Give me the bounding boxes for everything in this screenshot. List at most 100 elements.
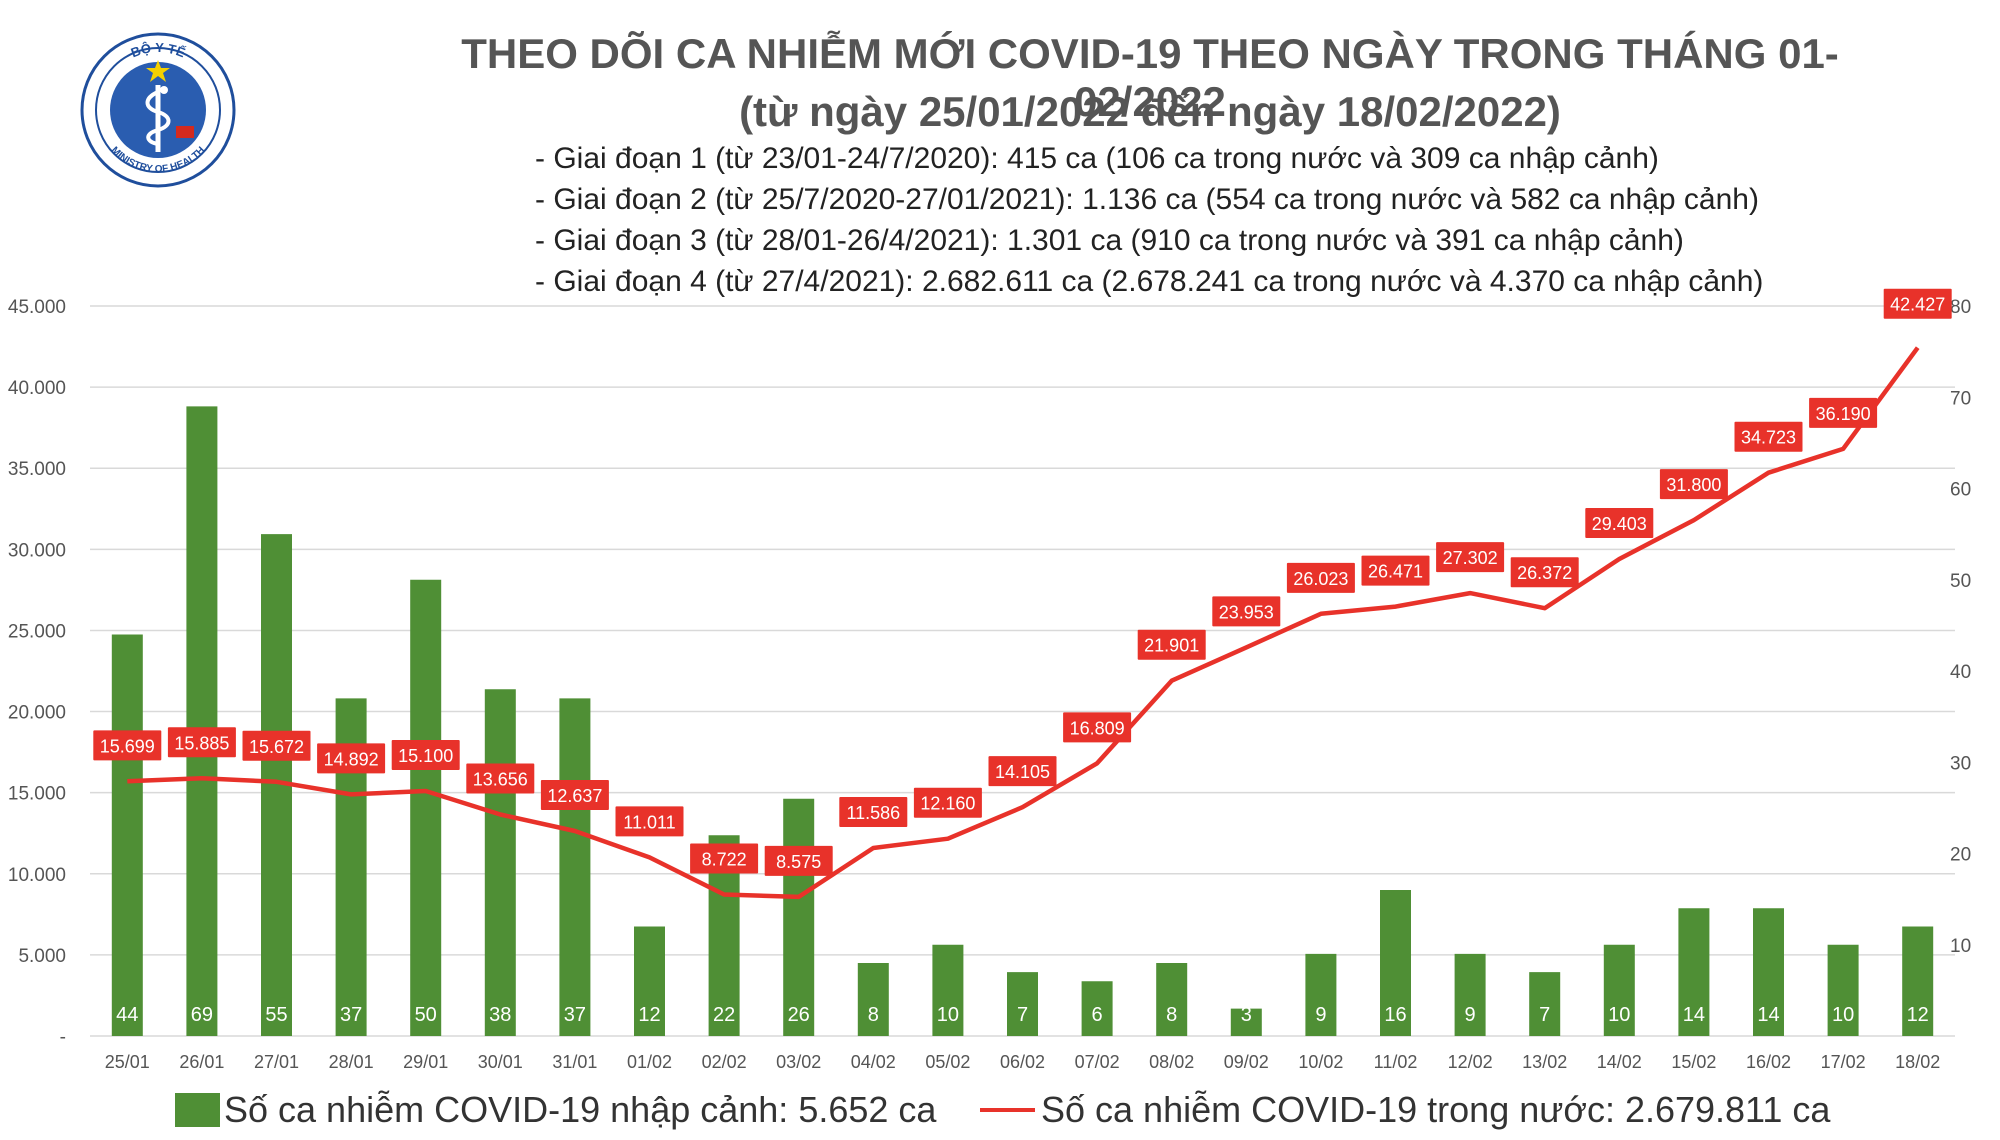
line-label-box [93, 730, 162, 761]
imported-bar [1902, 926, 1934, 1036]
bar-value-label: 26 [788, 1004, 810, 1026]
bar-value-label: 16 [1384, 1004, 1406, 1026]
x-axis-tick-label: 14/02 [1597, 1052, 1642, 1072]
right-axis-tick-label: 80 [1950, 297, 1971, 318]
right-axis-tick-label: 70 [1950, 388, 1971, 409]
x-axis-tick-label: 29/01 [403, 1052, 448, 1072]
left-axis-tick-label: 20.000 [8, 703, 66, 724]
line-label-box [839, 797, 908, 828]
imported-bar [783, 798, 815, 1036]
line-value-label: 11.011 [623, 812, 675, 832]
line-label-box [988, 756, 1057, 787]
bar-value-label: 55 [265, 1004, 287, 1026]
chart-subtitle: (từ ngày 25/01/2022 đến ngày 18/02/2022) [739, 88, 1561, 135]
right-axis-tick-label: 50 [1950, 571, 1971, 592]
line-value-label: 14.105 [995, 762, 1050, 782]
imported-bar [1230, 1008, 1262, 1036]
phase-4-text: - Giai đoạn 4 (từ 27/4/2021): 2.682.611 … [535, 265, 1764, 298]
bar-value-label: 10 [937, 1004, 959, 1026]
bar-value-label: 50 [415, 1004, 437, 1026]
imported-bar [1454, 953, 1486, 1036]
line-value-label: 26.471 [1368, 562, 1423, 582]
line-value-label: 12.160 [920, 794, 975, 814]
bar-value-label: 10 [1832, 1004, 1854, 1026]
x-axis-tick-label: 04/02 [851, 1052, 896, 1072]
bar-value-label: 14 [1683, 1004, 1705, 1026]
line-label-box [913, 787, 982, 818]
line-label-box [317, 743, 386, 774]
x-axis-tick-label: 02/02 [702, 1052, 747, 1072]
bar-value-label: 38 [489, 1004, 511, 1026]
star-icon [146, 60, 170, 82]
imported-bar [1081, 981, 1113, 1036]
imported-bar [1007, 972, 1038, 1036]
imported-bar [1380, 890, 1411, 1036]
line-value-label: 12.637 [547, 786, 602, 806]
right-axis-tick-label: 30 [1950, 753, 1971, 774]
line-label-box [242, 730, 311, 761]
bar-value-label: 14 [1757, 1004, 1779, 1026]
x-axis-tick-label: 09/02 [1224, 1052, 1269, 1072]
phase-1-text: - Giai đoạn 1 (từ 23/01-24/7/2020): 415 … [535, 142, 1659, 175]
line-value-label: 34.723 [1741, 428, 1796, 448]
phase-2-text: - Giai đoạn 2 (từ 25/7/2020-27/01/2021):… [535, 183, 1759, 216]
legend-bar-label: Số ca nhiễm COVID-19 nhập cảnh: 5.652 ca [224, 1089, 937, 1130]
legend-line-label: Số ca nhiễm COVID-19 trong nước: 2.679.8… [1041, 1089, 1831, 1130]
right-axis-tick-label: 60 [1950, 480, 1971, 501]
line-label-box [540, 779, 609, 810]
imported-bar [1156, 963, 1188, 1036]
line-value-label: 14.892 [324, 749, 379, 769]
imported-bar [1827, 944, 1859, 1036]
x-axis-tick-label: 12/02 [1448, 1052, 1493, 1072]
imported-bar [634, 926, 665, 1036]
left-axis-tick-label: 10.000 [8, 865, 66, 886]
legend-imported: Số ca nhiễm COVID-19 nhập cảnh: 5.652 ca [175, 1085, 936, 1135]
x-axis-tick-label: 11/02 [1374, 1052, 1418, 1072]
line-label-box [1137, 629, 1206, 660]
imported-bar [1603, 944, 1635, 1036]
line-value-label: 15.699 [100, 736, 155, 756]
x-axis-tick-label: 13/02 [1522, 1052, 1567, 1072]
line-value-label: 29.403 [1592, 514, 1647, 534]
line-value-label: 21.901 [1144, 636, 1199, 656]
bar-value-label: 44 [116, 1004, 138, 1026]
line-value-label: 8.575 [776, 852, 821, 872]
line-value-label: 31.800 [1666, 475, 1721, 495]
line-value-label: 26.372 [1517, 563, 1572, 583]
line-value-label: 11.586 [846, 803, 900, 823]
line-label-box [615, 806, 684, 837]
x-axis-tick-label: 18/02 [1895, 1052, 1940, 1072]
imported-bar [1529, 972, 1561, 1036]
line-label-box [1436, 542, 1505, 573]
line-label-box [1734, 421, 1803, 452]
line-value-label: 26.023 [1293, 569, 1348, 589]
imported-bar [932, 944, 964, 1036]
flag-icon [176, 126, 194, 138]
line-value-label: 42.427 [1890, 295, 1945, 315]
left-axis-tick-label: - [60, 1027, 66, 1048]
left-axis-tick-label: 45.000 [8, 297, 66, 318]
bar-value-label: 37 [564, 1004, 586, 1026]
logo-top-text: BỘ Y TẾ [129, 40, 188, 60]
right-axis-tick-label: 20 [1950, 845, 1971, 866]
x-axis-tick-label: 30/01 [478, 1052, 523, 1072]
imported-bar [111, 634, 143, 1036]
x-axis-tick-label: 06/02 [1000, 1052, 1045, 1072]
left-axis-tick-label: 5.000 [18, 946, 66, 967]
x-axis-tick-label: 26/01 [179, 1052, 224, 1072]
caduceus-icon [145, 85, 171, 152]
bar-value-label: 7 [1017, 1004, 1028, 1026]
left-axis-tick-label: 25.000 [8, 621, 66, 642]
left-axis-tick-label: 35.000 [8, 459, 66, 480]
imported-bar [857, 963, 889, 1036]
imported-bar [410, 579, 442, 1036]
logo-inner-ring [95, 47, 221, 173]
x-axis-tick-label: 01/02 [627, 1052, 672, 1072]
x-axis-tick-label: 25/01 [105, 1052, 150, 1072]
bar-value-label: 10 [1608, 1004, 1630, 1026]
bar-value-label: 9 [1465, 1004, 1476, 1026]
imported-bar [1305, 953, 1337, 1036]
x-axis-tick-label: 10/02 [1298, 1052, 1343, 1072]
line-label-box [1510, 557, 1579, 588]
